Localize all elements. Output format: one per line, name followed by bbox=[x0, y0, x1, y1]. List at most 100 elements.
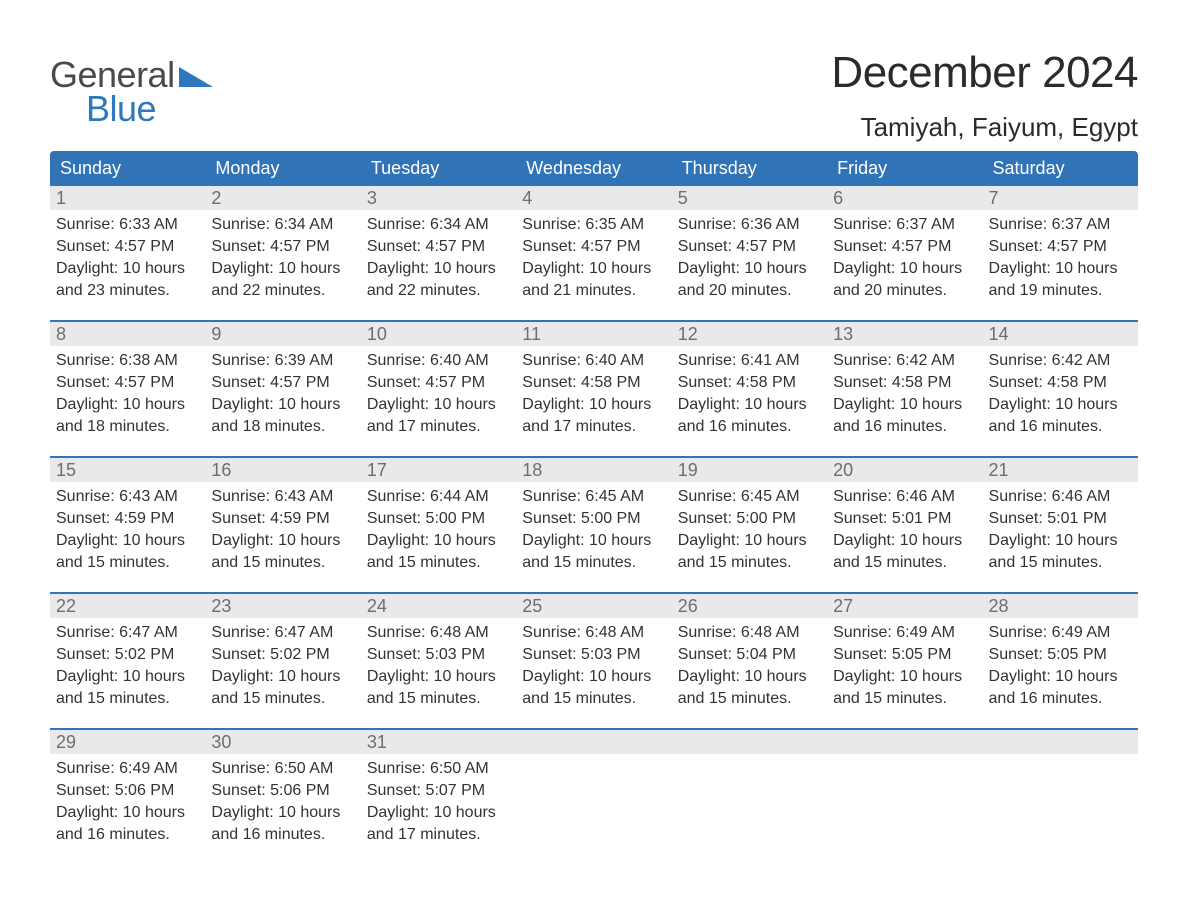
day-number: 11 bbox=[516, 322, 671, 346]
sunrise-line: Sunrise: 6:46 AM bbox=[833, 486, 976, 508]
calendar-week-row: 1Sunrise: 6:33 AMSunset: 4:57 PMDaylight… bbox=[50, 186, 1138, 320]
sunset-line: Sunset: 4:58 PM bbox=[678, 372, 821, 394]
day-number: 20 bbox=[827, 458, 982, 482]
day-number: 9 bbox=[205, 322, 360, 346]
sunrise-line: Sunrise: 6:37 AM bbox=[989, 214, 1132, 236]
sunrise-line: Sunrise: 6:40 AM bbox=[522, 350, 665, 372]
sunrise-line: Sunrise: 6:46 AM bbox=[989, 486, 1132, 508]
calendar-day-cell: 2Sunrise: 6:34 AMSunset: 4:57 PMDaylight… bbox=[205, 186, 360, 320]
calendar-day-cell: 16Sunrise: 6:43 AMSunset: 4:59 PMDayligh… bbox=[205, 458, 360, 592]
daylight-line: Daylight: 10 hours and 15 minutes. bbox=[833, 666, 976, 710]
sunset-line: Sunset: 4:58 PM bbox=[989, 372, 1132, 394]
daylight-line: Daylight: 10 hours and 16 minutes. bbox=[989, 394, 1132, 438]
calendar-header-cell: Wednesday bbox=[516, 151, 671, 186]
sunrise-line: Sunrise: 6:40 AM bbox=[367, 350, 510, 372]
sunset-line: Sunset: 5:03 PM bbox=[367, 644, 510, 666]
daylight-line: Daylight: 10 hours and 16 minutes. bbox=[211, 802, 354, 846]
sunrise-line: Sunrise: 6:50 AM bbox=[367, 758, 510, 780]
sunrise-line: Sunrise: 6:44 AM bbox=[367, 486, 510, 508]
day-body: Sunrise: 6:37 AMSunset: 4:57 PMDaylight:… bbox=[983, 210, 1138, 320]
day-number: 28 bbox=[983, 594, 1138, 618]
daylight-line: Daylight: 10 hours and 19 minutes. bbox=[989, 258, 1132, 302]
calendar-day-cell: 28Sunrise: 6:49 AMSunset: 5:05 PMDayligh… bbox=[983, 594, 1138, 728]
daylight-line: Daylight: 10 hours and 15 minutes. bbox=[56, 666, 199, 710]
day-body: Sunrise: 6:49 AMSunset: 5:05 PMDaylight:… bbox=[827, 618, 982, 728]
calendar-day-cell: 26Sunrise: 6:48 AMSunset: 5:04 PMDayligh… bbox=[672, 594, 827, 728]
daylight-line: Daylight: 10 hours and 16 minutes. bbox=[989, 666, 1132, 710]
calendar-day-cell bbox=[672, 730, 827, 864]
day-body: Sunrise: 6:48 AMSunset: 5:03 PMDaylight:… bbox=[361, 618, 516, 728]
sunrise-line: Sunrise: 6:42 AM bbox=[989, 350, 1132, 372]
calendar-day-cell: 14Sunrise: 6:42 AMSunset: 4:58 PMDayligh… bbox=[983, 322, 1138, 456]
daylight-line: Daylight: 10 hours and 23 minutes. bbox=[56, 258, 199, 302]
calendar-day-cell: 22Sunrise: 6:47 AMSunset: 5:02 PMDayligh… bbox=[50, 594, 205, 728]
daylight-line: Daylight: 10 hours and 20 minutes. bbox=[833, 258, 976, 302]
calendar-day-cell bbox=[827, 730, 982, 864]
sunset-line: Sunset: 5:01 PM bbox=[833, 508, 976, 530]
sunset-line: Sunset: 4:57 PM bbox=[56, 372, 199, 394]
sunset-line: Sunset: 5:03 PM bbox=[522, 644, 665, 666]
month-title: December 2024 bbox=[831, 48, 1138, 98]
day-body: Sunrise: 6:36 AMSunset: 4:57 PMDaylight:… bbox=[672, 210, 827, 320]
calendar-header-cell: Tuesday bbox=[361, 151, 516, 186]
sunset-line: Sunset: 4:57 PM bbox=[367, 236, 510, 258]
daylight-line: Daylight: 10 hours and 18 minutes. bbox=[56, 394, 199, 438]
day-body: Sunrise: 6:48 AMSunset: 5:04 PMDaylight:… bbox=[672, 618, 827, 728]
calendar-day-cell: 19Sunrise: 6:45 AMSunset: 5:00 PMDayligh… bbox=[672, 458, 827, 592]
day-number: 31 bbox=[361, 730, 516, 754]
day-body: Sunrise: 6:50 AMSunset: 5:07 PMDaylight:… bbox=[361, 754, 516, 864]
sunset-line: Sunset: 4:57 PM bbox=[522, 236, 665, 258]
day-number: 10 bbox=[361, 322, 516, 346]
calendar-day-cell: 4Sunrise: 6:35 AMSunset: 4:57 PMDaylight… bbox=[516, 186, 671, 320]
calendar-day-cell: 15Sunrise: 6:43 AMSunset: 4:59 PMDayligh… bbox=[50, 458, 205, 592]
sunset-line: Sunset: 4:57 PM bbox=[56, 236, 199, 258]
sunset-line: Sunset: 5:01 PM bbox=[989, 508, 1132, 530]
daylight-line: Daylight: 10 hours and 16 minutes. bbox=[56, 802, 199, 846]
day-body: Sunrise: 6:46 AMSunset: 5:01 PMDaylight:… bbox=[983, 482, 1138, 592]
day-body: Sunrise: 6:46 AMSunset: 5:01 PMDaylight:… bbox=[827, 482, 982, 592]
day-number: 30 bbox=[205, 730, 360, 754]
empty-day-bar bbox=[516, 730, 671, 754]
calendar-day-cell: 20Sunrise: 6:46 AMSunset: 5:01 PMDayligh… bbox=[827, 458, 982, 592]
calendar-day-cell: 6Sunrise: 6:37 AMSunset: 4:57 PMDaylight… bbox=[827, 186, 982, 320]
day-body: Sunrise: 6:50 AMSunset: 5:06 PMDaylight:… bbox=[205, 754, 360, 864]
sunset-line: Sunset: 4:57 PM bbox=[211, 372, 354, 394]
daylight-line: Daylight: 10 hours and 22 minutes. bbox=[367, 258, 510, 302]
day-number: 26 bbox=[672, 594, 827, 618]
sunrise-line: Sunrise: 6:42 AM bbox=[833, 350, 976, 372]
day-body: Sunrise: 6:40 AMSunset: 4:58 PMDaylight:… bbox=[516, 346, 671, 456]
sunset-line: Sunset: 5:02 PM bbox=[211, 644, 354, 666]
sunrise-line: Sunrise: 6:43 AM bbox=[211, 486, 354, 508]
sunset-line: Sunset: 5:06 PM bbox=[56, 780, 199, 802]
calendar-day-cell: 3Sunrise: 6:34 AMSunset: 4:57 PMDaylight… bbox=[361, 186, 516, 320]
daylight-line: Daylight: 10 hours and 16 minutes. bbox=[678, 394, 821, 438]
calendar-day-cell: 21Sunrise: 6:46 AMSunset: 5:01 PMDayligh… bbox=[983, 458, 1138, 592]
day-body: Sunrise: 6:40 AMSunset: 4:57 PMDaylight:… bbox=[361, 346, 516, 456]
sunset-line: Sunset: 5:07 PM bbox=[367, 780, 510, 802]
day-body: Sunrise: 6:48 AMSunset: 5:03 PMDaylight:… bbox=[516, 618, 671, 728]
day-number: 1 bbox=[50, 186, 205, 210]
sunrise-line: Sunrise: 6:39 AM bbox=[211, 350, 354, 372]
sunrise-line: Sunrise: 6:50 AM bbox=[211, 758, 354, 780]
day-number: 16 bbox=[205, 458, 360, 482]
sunset-line: Sunset: 4:57 PM bbox=[678, 236, 821, 258]
calendar-day-cell: 9 Sunrise: 6:39 AMSunset: 4:57 PMDaylight… bbox=[205, 322, 360, 456]
sunset-line: Sunset: 5:06 PM bbox=[211, 780, 354, 802]
day-number: 25 bbox=[516, 594, 671, 618]
calendar-day-cell: 13Sunrise: 6:42 AMSunset: 4:58 PMDayligh… bbox=[827, 322, 982, 456]
day-number: 12 bbox=[672, 322, 827, 346]
daylight-line: Daylight: 10 hours and 15 minutes. bbox=[56, 530, 199, 574]
daylight-line: Daylight: 10 hours and 18 minutes. bbox=[211, 394, 354, 438]
sunrise-line: Sunrise: 6:37 AM bbox=[833, 214, 976, 236]
sunrise-line: Sunrise: 6:47 AM bbox=[211, 622, 354, 644]
daylight-line: Daylight: 10 hours and 21 minutes. bbox=[522, 258, 665, 302]
day-body: Sunrise: 6:37 AMSunset: 4:57 PMDaylight:… bbox=[827, 210, 982, 320]
sunrise-line: Sunrise: 6:43 AM bbox=[56, 486, 199, 508]
sunset-line: Sunset: 5:04 PM bbox=[678, 644, 821, 666]
calendar-week-row: 8Sunrise: 6:38 AMSunset: 4:57 PMDaylight… bbox=[50, 320, 1138, 456]
sunset-line: Sunset: 4:57 PM bbox=[989, 236, 1132, 258]
sunset-line: Sunset: 5:00 PM bbox=[522, 508, 665, 530]
daylight-line: Daylight: 10 hours and 22 minutes. bbox=[211, 258, 354, 302]
sunrise-line: Sunrise: 6:49 AM bbox=[989, 622, 1132, 644]
daylight-line: Daylight: 10 hours and 15 minutes. bbox=[678, 530, 821, 574]
